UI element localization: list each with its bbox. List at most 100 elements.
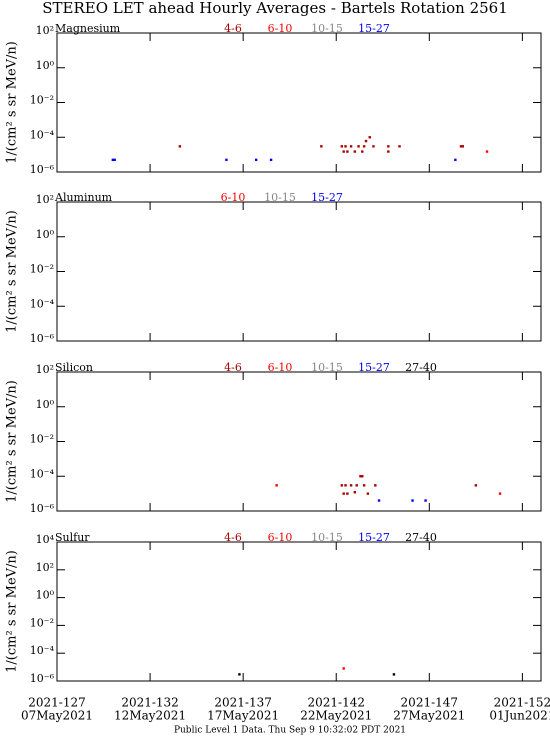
data-point bbox=[275, 484, 278, 487]
data-point bbox=[344, 145, 347, 148]
y-axis-label: 1/(cm² s sr MeV/n) bbox=[5, 210, 20, 333]
data-point bbox=[461, 145, 465, 148]
y-tick-label: 10⁻² bbox=[30, 616, 54, 629]
y-axis-label: 1/(cm² s sr MeV/n) bbox=[5, 41, 20, 164]
data-point bbox=[459, 145, 463, 148]
data-point bbox=[344, 484, 347, 487]
legend-entry: 10-15 bbox=[311, 531, 343, 544]
plot-frame bbox=[56, 371, 542, 512]
data-point bbox=[387, 145, 390, 148]
data-point bbox=[355, 484, 358, 487]
data-point bbox=[362, 145, 366, 148]
data-point bbox=[387, 150, 390, 153]
data-point bbox=[411, 499, 414, 502]
plot-frame bbox=[56, 541, 542, 682]
data-point bbox=[349, 484, 353, 487]
y-tick-label: 10⁰ bbox=[36, 398, 55, 411]
y-tick-label: 10⁻² bbox=[30, 433, 54, 446]
x-tick-label: 2021-137 bbox=[214, 696, 272, 710]
x-tick-date: 22May2021 bbox=[300, 709, 372, 723]
data-point bbox=[474, 484, 478, 487]
legend-entry: 15-27 bbox=[311, 191, 343, 204]
data-point bbox=[377, 499, 381, 502]
x-tick-label: 2021-152 bbox=[494, 696, 550, 710]
data-point bbox=[454, 158, 457, 162]
legend-entry: 10-15 bbox=[311, 22, 343, 35]
data-point bbox=[372, 145, 375, 148]
y-tick-label: 10² bbox=[36, 24, 54, 37]
data-point bbox=[254, 158, 258, 162]
data-point bbox=[359, 475, 362, 478]
data-point bbox=[113, 158, 116, 162]
data-point bbox=[353, 150, 357, 153]
y-tick-label: 10⁻⁶ bbox=[30, 502, 55, 515]
y-tick-label: 10⁻⁶ bbox=[30, 163, 55, 176]
data-point bbox=[340, 145, 344, 148]
data-point bbox=[269, 158, 273, 162]
y-tick-label: 10⁰ bbox=[36, 228, 55, 241]
data-point bbox=[485, 150, 489, 153]
y-tick-label: 10⁻⁴ bbox=[30, 128, 55, 141]
legend-entry: 6-10 bbox=[221, 191, 246, 204]
y-tick-label: 10⁰ bbox=[36, 59, 55, 72]
data-point bbox=[398, 145, 401, 148]
page-title: STEREO LET ahead Hourly Averages - Barte… bbox=[42, 0, 508, 17]
data-point bbox=[374, 484, 377, 487]
x-tick-label: 2021-142 bbox=[307, 696, 365, 710]
panel-title: Sulfur bbox=[55, 531, 90, 544]
y-tick-label: 10² bbox=[36, 561, 54, 574]
legend-entry: 4-6 bbox=[224, 22, 242, 35]
legend-entry: 27-40 bbox=[405, 531, 437, 544]
y-tick-label: 10⁻⁴ bbox=[30, 467, 55, 480]
data-point bbox=[362, 484, 366, 487]
x-tick-label: 2021-147 bbox=[401, 696, 459, 710]
panel-title: Magnesium bbox=[55, 22, 121, 35]
data-point bbox=[353, 491, 357, 494]
y-tick-label: 10⁰ bbox=[36, 589, 55, 602]
x-tick-label: 2021-132 bbox=[121, 696, 179, 710]
panel-title: Aluminum bbox=[54, 191, 113, 204]
data-point bbox=[424, 499, 427, 502]
x-tick-date: 12May2021 bbox=[114, 709, 186, 723]
data-point bbox=[361, 475, 364, 478]
data-point bbox=[346, 492, 349, 495]
legend-entry: 15-27 bbox=[358, 531, 390, 544]
data-point bbox=[342, 492, 345, 495]
y-tick-label: 10² bbox=[36, 363, 54, 376]
legend-entry: 6-10 bbox=[268, 22, 293, 35]
y-tick-label: 10⁻⁶ bbox=[30, 672, 55, 685]
legend-entry: 10-15 bbox=[264, 191, 296, 204]
data-point bbox=[342, 667, 345, 670]
y-axis-label: 1/(cm² s sr MeV/n) bbox=[5, 380, 20, 503]
data-point bbox=[346, 150, 349, 153]
y-tick-label: 10⁻⁴ bbox=[30, 644, 55, 657]
data-point bbox=[340, 484, 344, 487]
data-point bbox=[111, 158, 115, 162]
panel-title: Silicon bbox=[55, 361, 93, 374]
data-point bbox=[349, 145, 353, 148]
data-point bbox=[225, 158, 228, 162]
legend-entry: 6-10 bbox=[268, 531, 293, 544]
y-tick-label: 10² bbox=[36, 193, 54, 206]
data-point bbox=[366, 492, 370, 495]
data-point bbox=[357, 145, 360, 148]
plot-frame bbox=[56, 201, 542, 342]
data-point bbox=[178, 145, 182, 148]
data-point bbox=[342, 150, 345, 153]
x-tick-date: 27May2021 bbox=[393, 709, 465, 723]
legend-entry: 10-15 bbox=[311, 361, 343, 374]
legend-entry: 15-27 bbox=[358, 22, 390, 35]
legend-entry: 27-40 bbox=[405, 361, 437, 374]
y-axis-label: 1/(cm² s sr MeV/n) bbox=[5, 550, 20, 673]
y-tick-label: 10⁻² bbox=[30, 263, 54, 276]
y-tick-label: 10⁴ bbox=[36, 533, 55, 546]
plot-frame bbox=[56, 32, 542, 173]
legend-entry: 15-27 bbox=[358, 361, 390, 374]
data-point bbox=[320, 145, 323, 148]
legend-entry: 4-6 bbox=[224, 361, 242, 374]
data-point bbox=[498, 492, 502, 495]
legend-entry: 6-10 bbox=[268, 361, 293, 374]
data-point bbox=[364, 139, 368, 143]
y-tick-label: 10⁻⁶ bbox=[30, 332, 55, 345]
